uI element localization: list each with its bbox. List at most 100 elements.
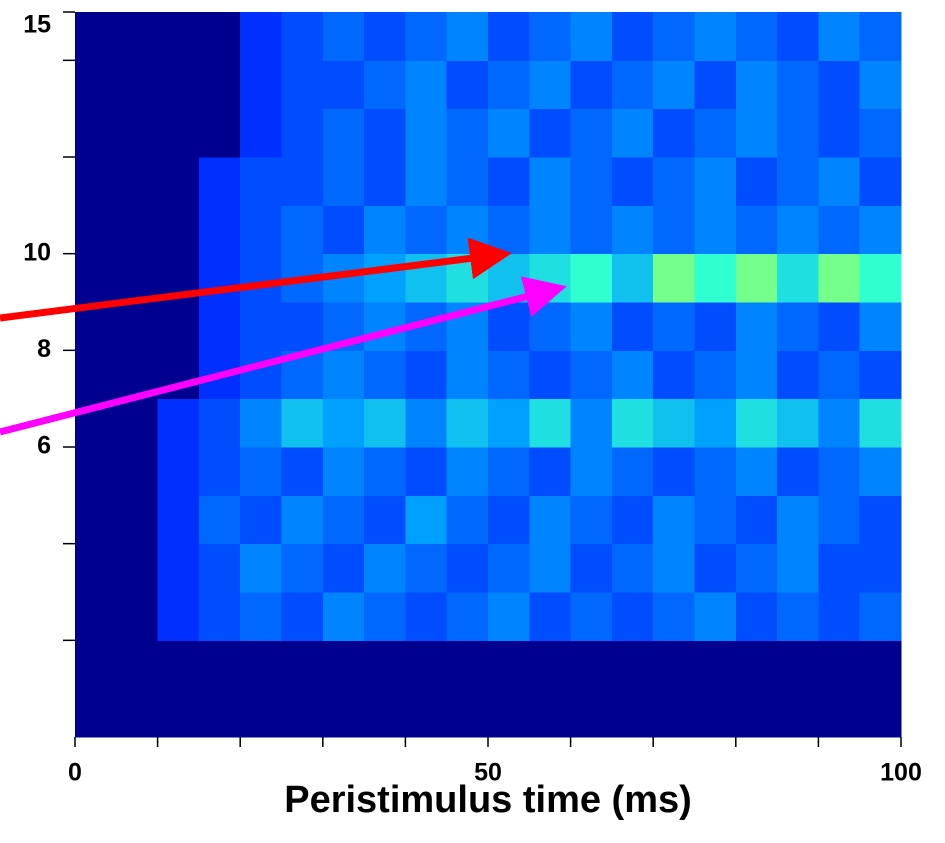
heatmap-cell: [735, 592, 778, 641]
heatmap-cell: [694, 60, 737, 110]
heatmap-cell: [405, 688, 448, 738]
heatmap-cell: [364, 205, 406, 255]
heatmap-cell: [198, 640, 241, 690]
heatmap-cell: [611, 398, 654, 448]
heatmap-cell: [694, 205, 737, 255]
heatmap-cell: [364, 350, 406, 400]
heatmap-cell: [488, 350, 530, 400]
heatmap-cell: [157, 495, 200, 545]
heatmap-cell: [859, 592, 902, 641]
heatmap-cell: [157, 592, 200, 641]
heatmap-cell: [653, 12, 695, 61]
heatmap-cell: [777, 350, 819, 400]
heatmap-cell: [198, 495, 241, 545]
heatmap-cell: [364, 12, 406, 61]
heatmap-cell: [694, 398, 737, 448]
heatmap-cell: [818, 205, 861, 255]
heatmap-cell: [75, 253, 117, 303]
heatmap-cell: [653, 350, 695, 400]
heatmap-cell: [240, 398, 282, 448]
heatmap-cell: [488, 302, 530, 351]
heatmap-cell: [694, 592, 737, 641]
heatmap-cell: [75, 447, 117, 496]
heatmap-cell: [570, 640, 613, 690]
heatmap-cell: [446, 205, 489, 255]
heatmap-cell: [488, 60, 530, 110]
heatmap-cell: [446, 447, 489, 496]
heatmap-cell: [694, 495, 737, 545]
heatmap-cell: [570, 688, 613, 738]
heatmap-cell: [364, 253, 406, 303]
heatmap-cell: [364, 398, 406, 448]
heatmap-cell: [446, 543, 489, 593]
heatmap-cell: [735, 157, 778, 206]
heatmap-cell: [446, 495, 489, 545]
heatmap-cell: [653, 592, 695, 641]
heatmap-cell: [116, 688, 159, 738]
heatmap-cell: [818, 302, 861, 351]
heatmap-cell: [488, 157, 530, 206]
heatmap-cell: [818, 12, 861, 61]
heatmap-cell: [859, 253, 902, 303]
heatmap-cell: [240, 60, 282, 110]
heatmap-cell: [611, 302, 654, 351]
heatmap-cell: [75, 592, 117, 641]
heatmap-cell: [818, 592, 861, 641]
heatmap-cell: [157, 60, 200, 110]
heatmap-cell: [818, 495, 861, 545]
heatmap-cell: [198, 398, 241, 448]
heatmap-cell: [405, 640, 448, 690]
heatmap-cell: [488, 12, 530, 61]
heatmap-cell: [405, 447, 448, 496]
heatmap-cell: [157, 205, 200, 255]
heatmap-cell: [777, 302, 819, 351]
x-tick-label: 0: [68, 759, 82, 787]
heatmap-cell: [735, 108, 778, 158]
heatmap-cell: [116, 592, 159, 641]
heatmap-cell: [240, 640, 282, 690]
heatmap-cell: [859, 543, 902, 593]
heatmap-cell: [446, 60, 489, 110]
heatmap-cell: [611, 495, 654, 545]
heatmap-cell: [777, 108, 819, 158]
heatmap-cell: [405, 543, 448, 593]
heatmap-cell: [488, 205, 530, 255]
heatmap-cell: [322, 688, 365, 738]
heatmap-cell: [281, 543, 324, 593]
y-tick-label: 10: [23, 238, 51, 266]
heatmap-cell: [322, 495, 365, 545]
heatmap-cell: [735, 447, 778, 496]
heatmap-cell: [240, 447, 282, 496]
heatmap-cell: [694, 108, 737, 158]
heatmap-cell: [116, 447, 159, 496]
heatmap-cell: [859, 108, 902, 158]
heatmap-cell: [570, 12, 613, 61]
heatmap-cell: [611, 157, 654, 206]
heatmap-cell: [859, 350, 902, 400]
heatmap-cell: [446, 592, 489, 641]
x-axis-label: Peristimulus time (ms): [284, 779, 692, 821]
heatmap-cell: [529, 108, 572, 158]
heatmap-cell: [75, 495, 117, 545]
heatmap-cell: [818, 350, 861, 400]
heatmap-cell: [281, 640, 324, 690]
heatmap: [75, 12, 902, 738]
heatmap-cell: [364, 447, 406, 496]
heatmap-cell: [240, 495, 282, 545]
heatmap-cell: [818, 543, 861, 593]
heatmap-cell: [240, 592, 282, 641]
heatmap-cell: [570, 205, 613, 255]
heatmap-cell: [75, 543, 117, 593]
heatmap-cell: [529, 60, 572, 110]
heatmap-cell: [611, 12, 654, 61]
heatmap-cell: [157, 398, 200, 448]
heatmap-cell: [198, 302, 241, 351]
heatmap-cell: [529, 592, 572, 641]
heatmap-cell: [281, 302, 324, 351]
heatmap-cell: [364, 640, 406, 690]
heatmap-cell: [653, 640, 695, 690]
heatmap-cell: [488, 543, 530, 593]
heatmap-cell: [75, 157, 117, 206]
heatmap-cell: [322, 108, 365, 158]
